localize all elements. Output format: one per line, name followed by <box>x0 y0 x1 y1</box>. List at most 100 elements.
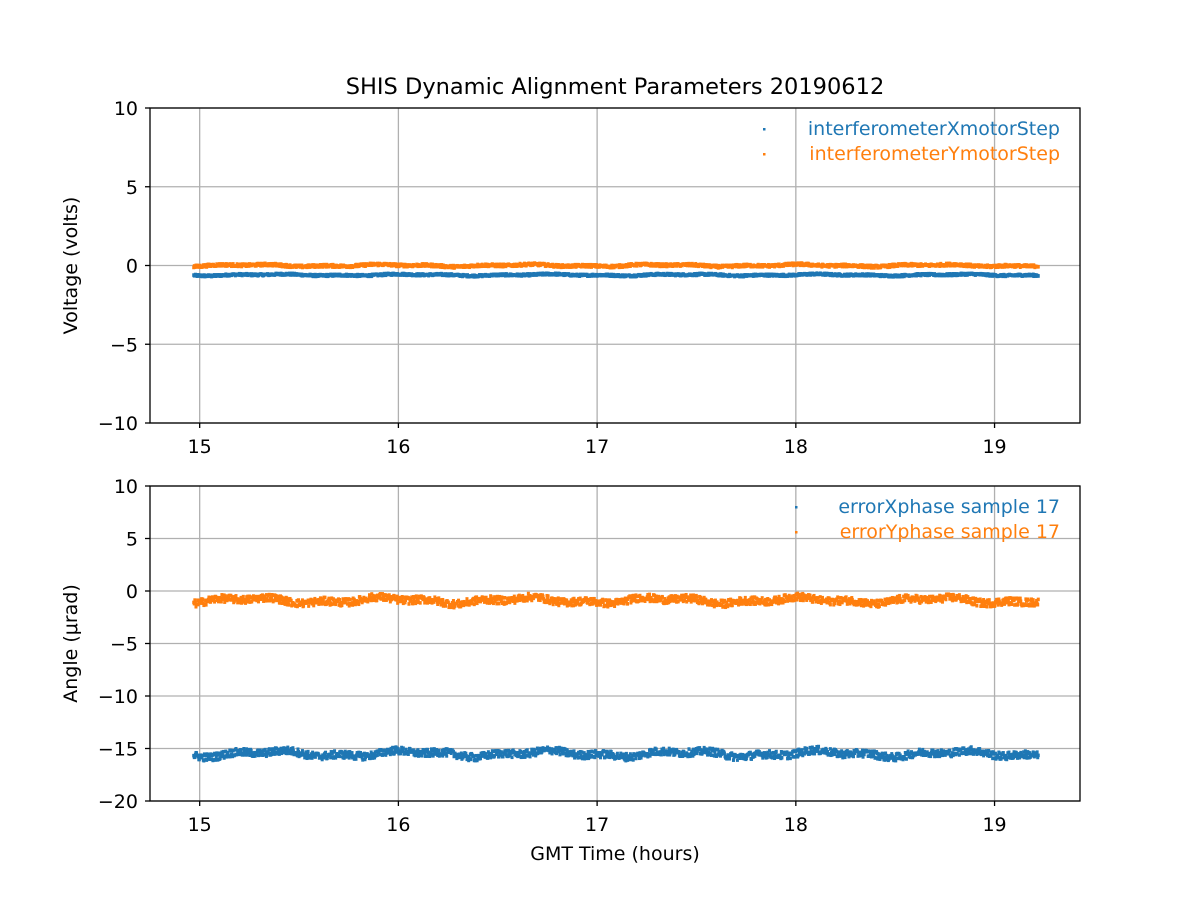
data-point <box>315 600 319 605</box>
data-point <box>472 754 476 759</box>
data-point <box>1023 749 1027 753</box>
data-point <box>392 751 396 756</box>
data-point <box>348 750 352 754</box>
data-point <box>296 747 300 752</box>
data-point <box>212 598 216 602</box>
data-point <box>246 594 250 599</box>
data-point <box>204 602 208 607</box>
data-point <box>371 598 375 603</box>
data-point <box>260 593 264 597</box>
data-point <box>893 755 897 759</box>
data-point <box>929 750 933 755</box>
data-point <box>846 752 850 757</box>
series-1-points <box>192 261 1040 270</box>
data-point <box>328 752 332 757</box>
data-point <box>229 748 233 753</box>
data-point <box>300 598 304 602</box>
data-point <box>253 750 257 755</box>
data-point <box>897 756 901 761</box>
data-point <box>702 745 706 750</box>
data-point <box>357 602 361 607</box>
data-point <box>218 756 222 761</box>
data-point <box>986 753 990 758</box>
data-point <box>876 757 880 761</box>
data-point <box>666 749 670 754</box>
data-point <box>884 757 888 762</box>
data-point <box>583 752 587 757</box>
data-point <box>400 745 404 750</box>
data-point <box>490 752 494 756</box>
data-point <box>735 758 739 762</box>
x-tick-label: 19 <box>982 436 1006 458</box>
data-point <box>231 262 235 266</box>
data-point <box>811 749 815 754</box>
data-point <box>894 758 898 763</box>
data-point <box>229 752 233 757</box>
data-point <box>289 749 293 753</box>
data-point <box>334 756 338 760</box>
data-point <box>555 746 559 750</box>
data-point <box>571 753 575 758</box>
data-point <box>1018 755 1022 760</box>
data-point <box>673 752 677 757</box>
data-point <box>474 753 478 758</box>
data-point <box>501 754 505 759</box>
data-point <box>936 749 940 753</box>
data-point <box>265 753 269 758</box>
data-point <box>291 746 295 750</box>
data-point <box>800 748 804 752</box>
data-point <box>381 592 385 597</box>
data-point <box>420 753 424 758</box>
data-point <box>982 753 986 758</box>
data-point <box>407 749 411 754</box>
chart-title: SHIS Dynamic Alignment Parameters 201906… <box>346 74 885 100</box>
data-point <box>338 754 342 759</box>
data-point <box>910 750 914 754</box>
data-point <box>769 751 773 755</box>
data-point <box>218 596 222 600</box>
data-point <box>1023 753 1027 758</box>
data-point <box>397 749 401 753</box>
data-point <box>966 747 970 751</box>
data-point <box>300 601 304 606</box>
data-point <box>847 754 851 759</box>
data-point <box>413 599 417 604</box>
data-point <box>628 264 632 268</box>
data-point <box>764 753 768 757</box>
data-point <box>575 753 579 758</box>
data-point <box>805 746 809 751</box>
data-point <box>497 754 501 759</box>
data-point <box>771 750 775 755</box>
data-point <box>869 263 873 268</box>
data-point <box>1011 752 1015 757</box>
data-point <box>1007 750 1011 755</box>
data-point <box>742 753 746 758</box>
data-point <box>457 752 461 757</box>
data-point <box>507 748 511 753</box>
data-point <box>362 595 366 600</box>
data-point <box>245 753 249 757</box>
data-point <box>346 602 350 606</box>
data-point <box>369 598 373 603</box>
data-point <box>288 751 292 756</box>
data-point <box>856 754 860 758</box>
data-point <box>1010 754 1014 759</box>
data-point <box>429 752 433 756</box>
data-point <box>722 751 726 756</box>
data-point <box>946 751 950 756</box>
data-point <box>388 752 392 757</box>
data-point <box>634 261 638 266</box>
data-point <box>417 600 421 604</box>
data-point <box>686 754 690 759</box>
data-point <box>938 754 942 759</box>
data-point <box>204 753 208 758</box>
data-point <box>791 755 795 759</box>
data-point <box>321 753 325 757</box>
x-tick-label: 16 <box>386 436 410 458</box>
data-point <box>504 748 508 753</box>
data-point <box>695 751 699 756</box>
data-point <box>432 747 436 751</box>
data-point <box>730 265 734 270</box>
data-point <box>287 603 291 607</box>
data-point <box>284 599 288 604</box>
